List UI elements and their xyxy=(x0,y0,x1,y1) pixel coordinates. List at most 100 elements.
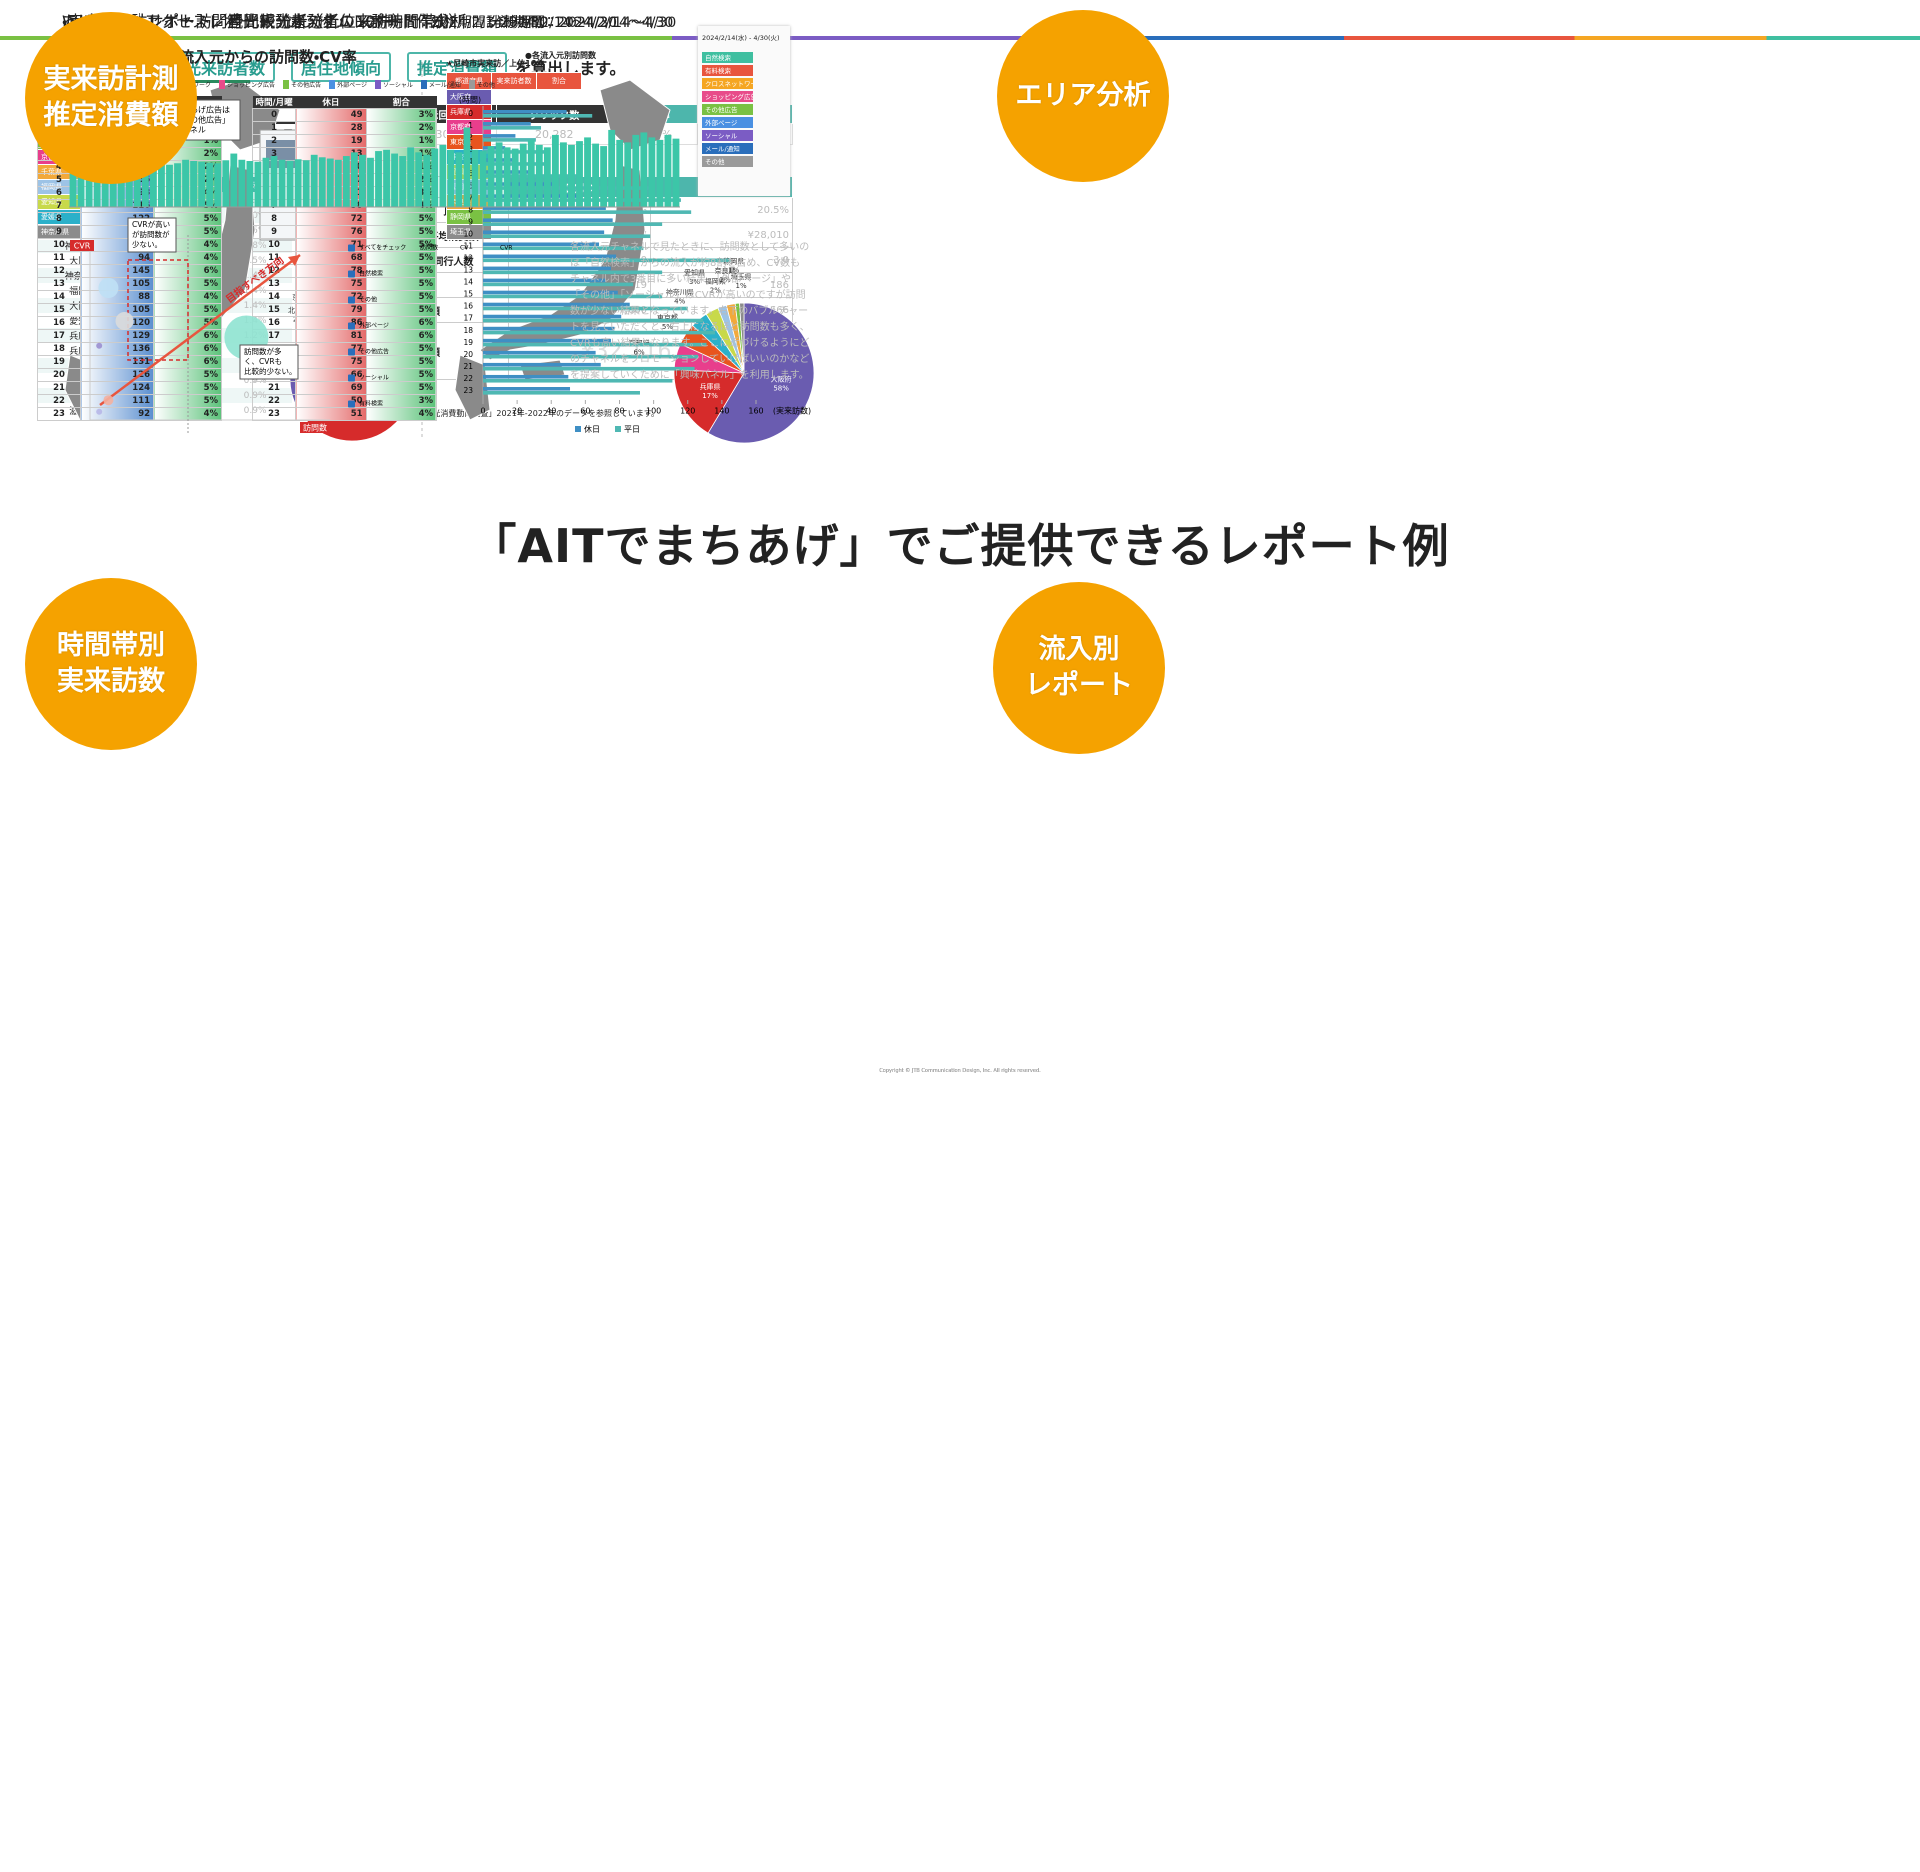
legend-note: ●各流入元別訪問数 xyxy=(525,51,596,60)
daily-bar xyxy=(278,159,286,207)
bar xyxy=(483,218,613,222)
channel-chip: 自然検索 xyxy=(702,52,753,63)
share-cell: 4% xyxy=(365,407,438,421)
daily-bar xyxy=(664,134,672,207)
daily-bar xyxy=(93,164,101,207)
checklist-item: 自然検索 xyxy=(359,270,383,278)
bar xyxy=(483,246,644,251)
share-cell: 5% xyxy=(365,355,438,369)
daily-bar xyxy=(560,142,567,207)
channel-filter: ソーシャル xyxy=(374,80,413,89)
channel-filter: 外部ページ xyxy=(329,80,367,89)
daily-bar xyxy=(262,157,270,207)
daily-bar xyxy=(206,162,214,207)
daily-bar xyxy=(608,129,616,207)
value-cell: 79 xyxy=(295,303,367,317)
bar xyxy=(483,294,663,299)
channel-chip: ショッピング広告 xyxy=(702,91,753,102)
badge-line: 流入別 xyxy=(1038,634,1120,665)
daily-bar xyxy=(326,158,334,207)
bubble xyxy=(96,408,103,415)
checkbox xyxy=(348,296,355,304)
checklist-item: 外部ページ xyxy=(359,322,389,330)
daily-bar xyxy=(592,143,600,207)
pie-label-value: 1% xyxy=(736,282,747,290)
pie-label: 奈良県 2% xyxy=(715,266,736,284)
badge: 流入別 レポート xyxy=(993,582,1165,754)
pie-label-value: 2% xyxy=(710,287,721,295)
footer-copyright: Copyright © JTB Communication Design, In… xyxy=(879,1068,1041,1074)
x-tick-label: 0 xyxy=(480,407,485,416)
y-axis-label: (時間) xyxy=(459,96,481,105)
direction-label: 目指すべき方向 xyxy=(223,254,286,306)
daily-bar xyxy=(166,164,173,207)
y-tick-label: 9 xyxy=(468,217,473,226)
pie-label-value: 5% xyxy=(662,323,673,331)
bar xyxy=(483,134,516,138)
value-cell: 19 xyxy=(295,134,367,148)
bar xyxy=(483,138,536,142)
badge-line: エリア分析 xyxy=(1015,80,1151,111)
value-cell: 105 xyxy=(79,303,155,317)
channel-filter: メール/通知 xyxy=(420,80,461,89)
daily-bar xyxy=(632,134,640,207)
bubble xyxy=(103,395,114,406)
daily-bar xyxy=(350,152,358,207)
callout-box xyxy=(239,344,299,380)
daily-bar xyxy=(407,147,415,207)
panel-graphics: (時間)0 20 40 60 80 100 120 140 160 (実来訪数)012345678… xyxy=(459,96,811,435)
column-header: CVR xyxy=(500,245,512,252)
daily-bar xyxy=(511,148,519,207)
table-row: 19 131 6% xyxy=(37,355,222,369)
table-row: 0 49 3% xyxy=(251,108,438,122)
daily-bar xyxy=(174,163,181,207)
bar xyxy=(483,270,663,275)
panel-graphics: まちあげ広告は「その他広告」チャネルCVR訪問数目指すべき方向CVRが高いが訪問… xyxy=(69,99,680,435)
checklist-item: ソーシャル xyxy=(359,375,389,382)
analysis-period: 分析期間：2024/2/14～4/30 xyxy=(429,15,618,31)
y-tick-label: 22 xyxy=(463,374,473,383)
header-cell: 時間/月曜 xyxy=(252,96,296,109)
value-cell: 75 xyxy=(295,277,367,291)
y-tick-label: 15 xyxy=(463,290,473,299)
pie-label-name: 奈良県 xyxy=(715,266,736,275)
x-tick-label: 20 xyxy=(512,407,522,416)
y-tick-label: 1 xyxy=(468,121,473,130)
daily-bar xyxy=(222,160,230,207)
daily-bar xyxy=(624,142,632,207)
table-row: 10 71 5% xyxy=(251,238,438,252)
share-cell: 5% xyxy=(365,264,438,278)
daily-bar xyxy=(182,159,189,207)
y-tick-label: 8 xyxy=(468,205,473,214)
daily-bar xyxy=(455,152,463,207)
pie-label-value: 4% xyxy=(674,297,685,305)
bar xyxy=(483,278,606,283)
footer-copyright: Copyright © JTB Communication Design, In… xyxy=(879,1068,1041,1074)
bar xyxy=(483,302,630,307)
badge-line: 時間帯別 xyxy=(57,630,165,661)
channel-filter: その他 xyxy=(468,80,495,89)
daily-bar xyxy=(527,139,535,207)
analysis-period: 計測期間：2024/2/14～4/30 xyxy=(486,15,674,31)
bar xyxy=(483,110,567,114)
daily-bar xyxy=(198,161,206,207)
bar xyxy=(483,114,593,118)
bar xyxy=(483,378,673,383)
y-tick-label: 0 xyxy=(468,109,473,118)
bar xyxy=(483,210,692,214)
header-cell: 割合 xyxy=(366,96,437,109)
daily-bar xyxy=(367,157,374,207)
y-tick-label: 17 xyxy=(463,314,473,323)
table-row: 埼玉県 xyxy=(446,224,582,240)
daily-bar xyxy=(616,139,624,207)
badge-line: 実来訪計測 xyxy=(43,64,179,95)
bar xyxy=(483,222,663,226)
daily-bar xyxy=(230,153,238,207)
chip: 居住地傾向 xyxy=(291,52,392,82)
x-tick-label: 80 xyxy=(614,407,624,416)
daily-bar xyxy=(214,163,222,207)
report-panel: あげ 実来訪レポート／月間観光来訪者の来訪時間帯分析 分析期間：2024/2/14… xyxy=(0,12,1920,1404)
table-row: 時間/月曜 休日 割合 xyxy=(252,96,437,109)
bar xyxy=(483,330,716,335)
callout-text: CVRが高い xyxy=(132,219,170,229)
